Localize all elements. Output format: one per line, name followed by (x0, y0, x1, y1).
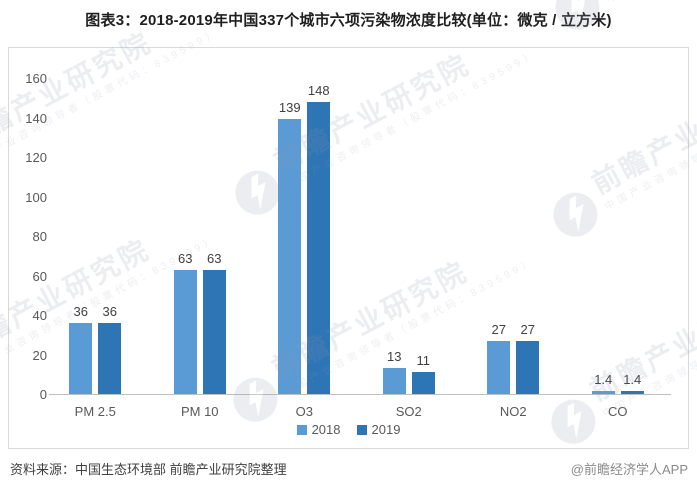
y-axis-tick-label: 140 (25, 110, 47, 126)
watermark-text-small: 中国产业咨询领导者（股票代码：839599） (605, 0, 697, 8)
legend-item-2019: 2019 (356, 422, 401, 437)
bar-value-label: 139 (278, 100, 301, 116)
bar-chart: 0 20 40 60 80 100 120 140 160 36 36 PM 2.5 63 63 PM 10… (9, 48, 688, 448)
x-axis-category-label: PM 10 (180, 404, 219, 419)
credit-note: @前瞻经济学人APP (570, 462, 688, 477)
chart-legend: 2018 2019 (9, 422, 688, 437)
watermark-texts: 前瞻产业研究院中国产业咨询领导者（股票代码：839599） (589, 0, 697, 8)
bar-2019-PM2.5 (98, 322, 122, 394)
bar-value-label: 63 (207, 250, 222, 266)
legend-item-2018: 2018 (296, 422, 341, 437)
y-axis-tick-label: 160 (25, 71, 47, 86)
x-axis-category-label: O3 (295, 404, 313, 419)
bar-2018-PM2.5 (69, 322, 93, 394)
chart-title: 图表3：2018-2019年中国337个城市六项污染物浓度比较(单位：微克 / … (85, 12, 612, 29)
y-axis-tick-label: 120 (25, 150, 47, 165)
y-axis-tick-label: 20 (32, 347, 47, 363)
x-axis-category-label: CO (608, 404, 628, 419)
bar-value-label: 1.4 (594, 372, 613, 388)
y-axis-tick-label: 40 (32, 308, 47, 323)
bar-value-label: 13 (387, 349, 402, 365)
chart-plot-area: 0 20 40 60 80 100 120 140 160 36 36 PM 2.5 63 63 PM 10… (8, 47, 689, 449)
bar-2019-PM10 (202, 269, 226, 394)
bar-value-label: 27 (520, 321, 535, 337)
bar-value-label: 36 (102, 303, 117, 319)
bar-2018-NO2 (487, 340, 511, 394)
legend-label: 2018 (311, 422, 341, 437)
source-note: 资料来源：中国生态环境部 前瞻产业研究院整理 (10, 462, 287, 477)
bar-value-label: 11 (416, 353, 431, 369)
legend-swatch-icon (296, 424, 307, 435)
bar-2018-CO (591, 391, 615, 394)
x-axis-category-label: PM 2.5 (74, 404, 116, 419)
bar-2019-NO2 (516, 340, 540, 394)
x-axis-line (49, 394, 671, 395)
x-axis-category-label: SO2 (395, 404, 422, 419)
legend-swatch-icon (356, 424, 367, 435)
bar-value-label: 27 (491, 321, 506, 337)
bar-2018-PM10 (173, 269, 197, 394)
y-axis-tick-label: 60 (32, 268, 47, 284)
y-axis-tick-label: 80 (32, 229, 47, 244)
legend-label: 2019 (371, 422, 401, 437)
bar-2018-SO2 (382, 368, 406, 394)
y-axis-tick-label: 100 (25, 189, 47, 205)
bar-value-label: 36 (73, 303, 88, 319)
bar-value-label: 148 (307, 82, 330, 98)
y-axis-tick-label: 0 (39, 387, 47, 402)
bar-2019-SO2 (411, 372, 435, 394)
bar-value-label: 1.4 (623, 372, 642, 388)
bar-2019-CO (620, 391, 644, 394)
x-axis-category-label: NO2 (499, 404, 527, 419)
bar-value-label: 63 (178, 250, 193, 266)
bar-2019-O3 (307, 101, 331, 394)
bar-2018-O3 (278, 119, 302, 394)
